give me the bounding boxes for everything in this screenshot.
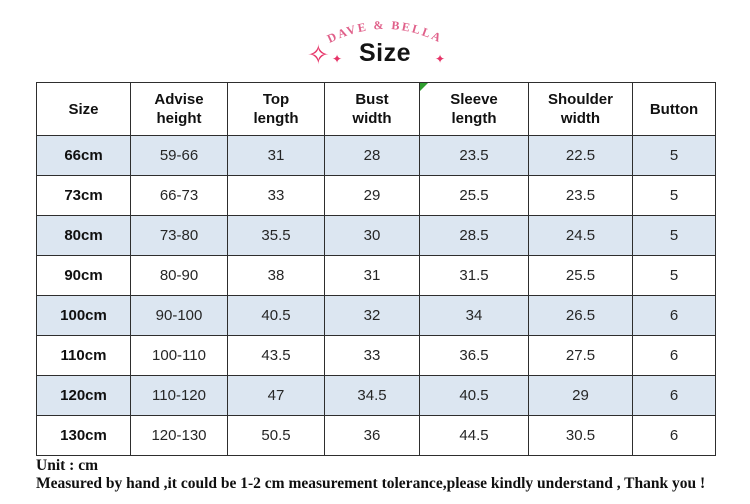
- table-cell: 120-130: [130, 415, 228, 456]
- size-cell: 90cm: [36, 255, 131, 296]
- table-row: 100cm 90-100 40.5 32 34 26.5 6: [36, 295, 716, 336]
- table-cell: 30: [324, 215, 420, 256]
- table-cell: 43.5: [227, 335, 325, 376]
- table-cell: 28: [324, 135, 420, 176]
- column-header-top-length: Top length: [227, 82, 325, 136]
- table-cell: 34: [419, 295, 529, 336]
- table-cell: 6: [632, 375, 716, 416]
- table-cell: 23.5: [528, 175, 633, 216]
- table-row: 120cm 110-120 47 34.5 40.5 29 6: [36, 375, 716, 416]
- table-cell: 100-110: [130, 335, 228, 376]
- table-cell: 25.5: [528, 255, 633, 296]
- table-cell: 6: [632, 335, 716, 376]
- table-cell: 73-80: [130, 215, 228, 256]
- column-header-bust-width: Bust width: [324, 82, 420, 136]
- size-cell: 100cm: [36, 295, 131, 336]
- table-cell: 31: [324, 255, 420, 296]
- table-cell: 50.5: [227, 415, 325, 456]
- table-cell: 31: [227, 135, 325, 176]
- table-cell: 6: [632, 295, 716, 336]
- table-cell: 28.5: [419, 215, 529, 256]
- table-cell: 90-100: [130, 295, 228, 336]
- table-row: 130cm 120-130 50.5 36 44.5 30.5 6: [36, 415, 716, 456]
- header-row: Size Advise height Top length Bust width…: [36, 82, 716, 136]
- table-cell: 40.5: [227, 295, 325, 336]
- table-cell: 25.5: [419, 175, 529, 216]
- table-cell: 40.5: [419, 375, 529, 416]
- column-header-shoulder-width: Shoulder width: [528, 82, 633, 136]
- table-cell: 27.5: [528, 335, 633, 376]
- column-header-label: Sleeve length: [450, 91, 498, 127]
- table-cell: 35.5: [227, 215, 325, 256]
- size-cell: 120cm: [36, 375, 131, 416]
- table-cell: 47: [227, 375, 325, 416]
- table-cell: 33: [324, 335, 420, 376]
- size-cell: 130cm: [36, 415, 131, 456]
- size-cell: 66cm: [36, 135, 131, 176]
- excel-flag-icon: [420, 83, 428, 91]
- table-cell: 32: [324, 295, 420, 336]
- table-cell: 5: [632, 135, 716, 176]
- table-cell: 44.5: [419, 415, 529, 456]
- column-header-button: Button: [632, 82, 716, 136]
- sparkle-large-icon: ✧: [307, 40, 330, 71]
- page-title: Size: [358, 39, 412, 67]
- footer-notes: Unit : cm Measured by hand ,it could be …: [36, 457, 705, 493]
- table-cell: 36.5: [419, 335, 529, 376]
- table-cell: 26.5: [528, 295, 633, 336]
- table-cell: 5: [632, 255, 716, 296]
- table-row: 90cm 80-90 38 31 31.5 25.5 5: [36, 255, 716, 296]
- table-cell: 38: [227, 255, 325, 296]
- table-cell: 80-90: [130, 255, 228, 296]
- size-table: Size Advise height Top length Bust width…: [36, 82, 716, 456]
- table-cell: 36: [324, 415, 420, 456]
- table-cell: 29: [324, 175, 420, 216]
- table-cell: 31.5: [419, 255, 529, 296]
- table-cell: 110-120: [130, 375, 228, 416]
- table-cell: 66-73: [130, 175, 228, 216]
- table-cell: 22.5: [528, 135, 633, 176]
- table-row: 66cm 59-66 31 28 23.5 22.5 5: [36, 135, 716, 176]
- size-cell: 80cm: [36, 215, 131, 256]
- table-cell: 30.5: [528, 415, 633, 456]
- unit-note: Unit : cm: [36, 457, 98, 474]
- table-row: 73cm 66-73 33 29 25.5 23.5 5: [36, 175, 716, 216]
- column-header-size: Size: [36, 82, 131, 136]
- column-header-advise-height: Advise height: [130, 82, 228, 136]
- sparkle-right-icon: ✦: [435, 52, 446, 66]
- table-row: 110cm 100-110 43.5 33 36.5 27.5 6: [36, 335, 716, 376]
- table-cell: 59-66: [130, 135, 228, 176]
- table-cell: 24.5: [528, 215, 633, 256]
- sparkle-small-icon: ✦: [332, 52, 343, 66]
- table-cell: 5: [632, 215, 716, 256]
- tolerance-note: Measured by hand ,it could be 1-2 cm mea…: [36, 475, 706, 492]
- brand-logo-text: DAVE & BELLA: [325, 18, 443, 46]
- size-cell: 73cm: [36, 175, 131, 216]
- table-cell: 5: [632, 175, 716, 216]
- table-row: 80cm 73-80 35.5 30 28.5 24.5 5: [36, 215, 716, 256]
- size-cell: 110cm: [36, 335, 131, 376]
- column-header-sleeve-length: Sleeve length: [419, 82, 529, 136]
- table-cell: 23.5: [419, 135, 529, 176]
- table-cell: 34.5: [324, 375, 420, 416]
- table-cell: 29: [528, 375, 633, 416]
- table-cell: 33: [227, 175, 325, 216]
- table-cell: 6: [632, 415, 716, 456]
